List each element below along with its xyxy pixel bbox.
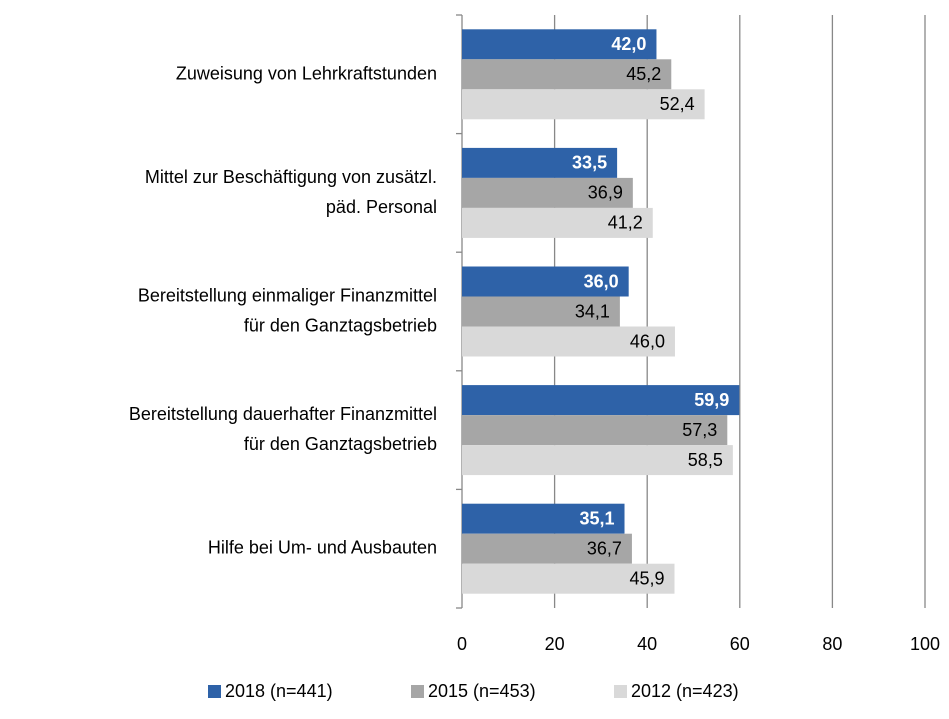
bar <box>462 503 625 534</box>
legend-swatch <box>411 685 424 698</box>
value-label: 34,1 <box>575 301 610 321</box>
value-label: 41,2 <box>608 213 643 233</box>
bar <box>462 445 733 476</box>
x-tick-label: 100 <box>910 634 940 654</box>
legend-swatch <box>614 685 627 698</box>
legend-label: 2018 (n=441) <box>225 681 333 701</box>
bar <box>462 177 633 208</box>
category-label: Mittel zur Beschäftigung von zusätzl. päd… <box>145 167 437 217</box>
bar <box>462 326 675 357</box>
value-label: 36,9 <box>588 183 623 203</box>
legend-label: 2015 (n=453) <box>428 681 536 701</box>
value-label: 36,0 <box>584 271 619 291</box>
value-label: 35,1 <box>579 508 614 528</box>
bar <box>462 415 728 446</box>
bar <box>462 29 657 60</box>
bar <box>462 207 653 238</box>
value-label: 58,5 <box>688 450 723 470</box>
category-label: Zuweisung von Lehrkraftstunden <box>176 63 437 83</box>
value-label: 45,2 <box>626 64 661 84</box>
bar <box>462 59 672 90</box>
bar <box>462 563 675 594</box>
legend-swatch <box>208 685 221 698</box>
bar <box>462 385 740 416</box>
category-label: Bereitstellung einmaliger Finanzmittel fü… <box>138 285 437 335</box>
bar <box>462 147 618 178</box>
x-tick-label: 20 <box>545 634 565 654</box>
x-tick-label: 0 <box>457 634 467 654</box>
bar <box>462 296 620 327</box>
bar <box>462 89 705 120</box>
legend-label: 2012 (n=423) <box>631 681 739 701</box>
x-tick-label: 40 <box>637 634 657 654</box>
value-label: 57,3 <box>682 420 717 440</box>
bar <box>462 266 629 297</box>
category-label: Bereitstellung dauerhafter Finanzmittel f… <box>129 404 437 454</box>
value-label: 46,0 <box>630 331 665 351</box>
value-label: 52,4 <box>660 94 695 114</box>
value-label: 45,9 <box>629 568 664 588</box>
category-label: Hilfe bei Um- und Ausbauten <box>208 537 437 557</box>
value-label: 33,5 <box>572 153 607 173</box>
x-tick-label: 60 <box>730 634 750 654</box>
value-label: 59,9 <box>694 390 729 410</box>
bar <box>462 533 632 564</box>
value-label: 36,7 <box>587 538 622 558</box>
value-label: 42,0 <box>611 34 646 54</box>
x-tick-label: 80 <box>822 634 842 654</box>
